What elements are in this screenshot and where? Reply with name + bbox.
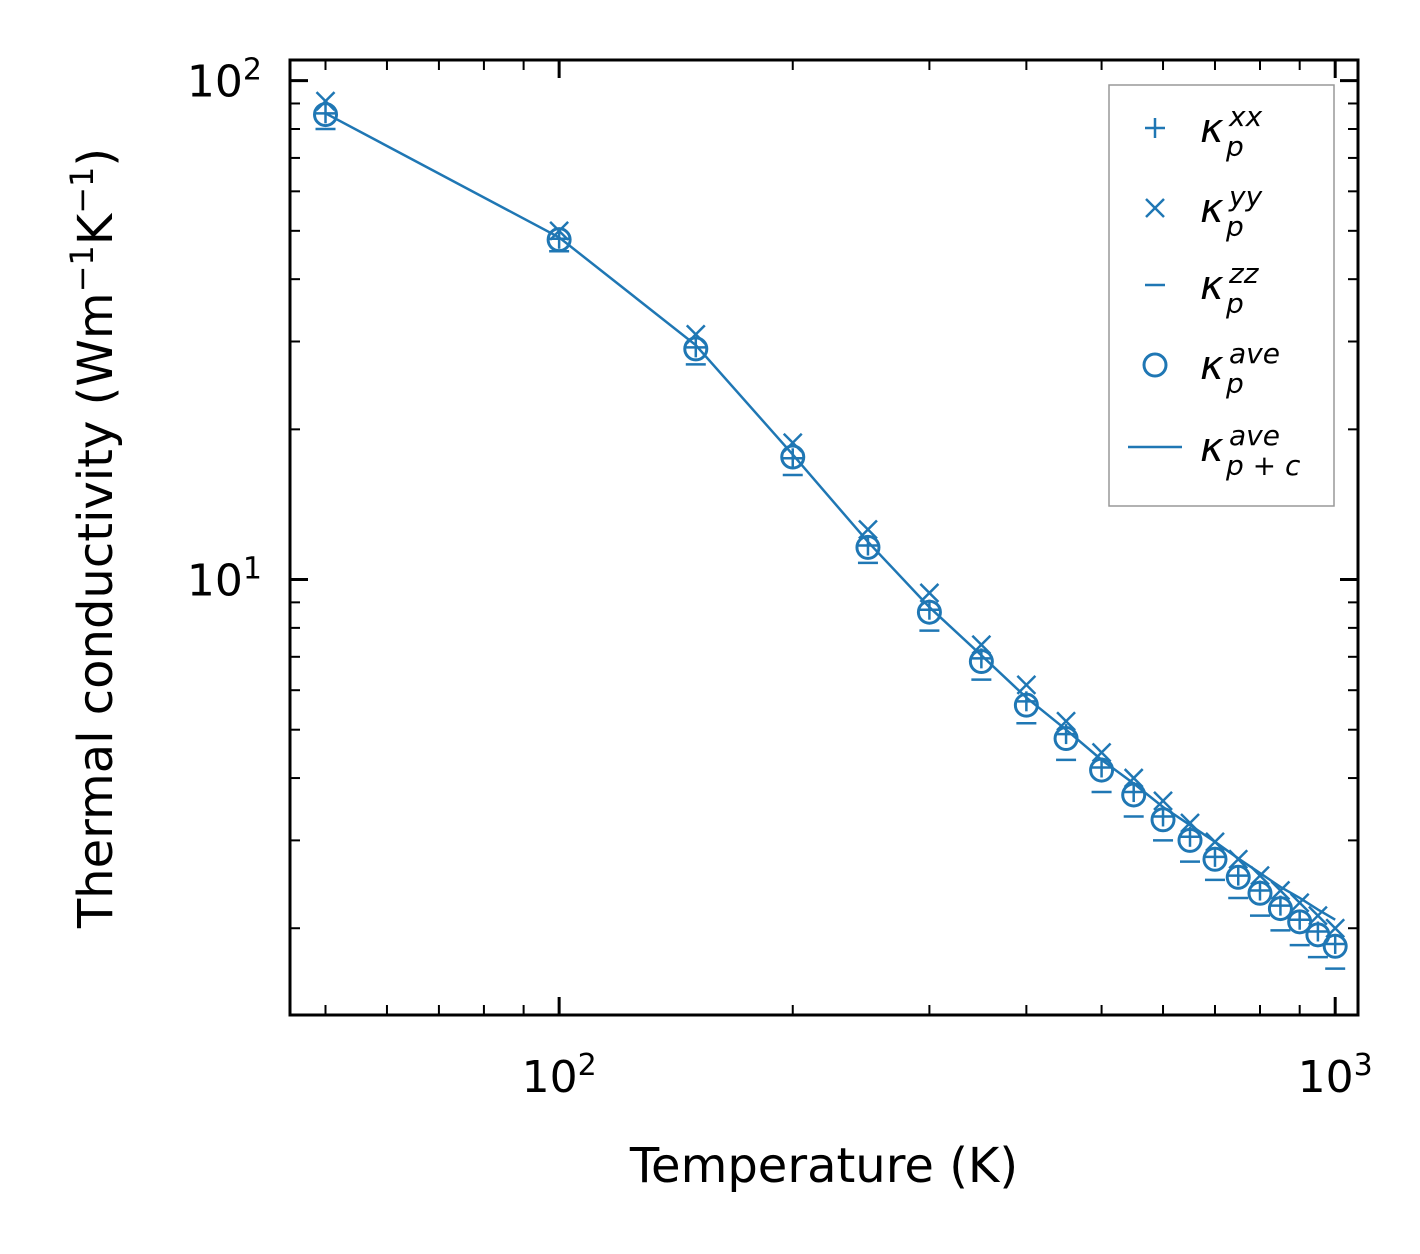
x-tick-label-exponent: 3 <box>1354 1048 1373 1083</box>
data-point-ave <box>1287 909 1313 935</box>
data-point-ave <box>1202 846 1228 872</box>
legend-label-base: κ <box>1200 343 1224 389</box>
data-point-xx <box>919 599 940 620</box>
legend-marker-ave <box>1142 352 1168 378</box>
data-point-yy-b <box>549 220 570 241</box>
series-ave_pc <box>324 112 1336 921</box>
data-point-xx <box>857 535 878 556</box>
legend-label-subscript: p <box>1225 210 1244 243</box>
legend-label-subscript: p + c <box>1225 449 1301 482</box>
legend-label-base: κ <box>1200 425 1224 471</box>
data-point-yy-b <box>1056 711 1076 732</box>
data-point-ave <box>1247 880 1273 906</box>
plot-frame <box>288 58 1360 1017</box>
y-axis-label-mid: K <box>68 212 124 245</box>
legend-item-zz: κ zzp <box>1145 257 1260 320</box>
y-tick-label-base: 10 <box>187 556 243 607</box>
data-point-xx <box>1228 865 1249 886</box>
legend-frame <box>1108 84 1335 507</box>
data-point-xx <box>1204 846 1225 867</box>
data-point-yy <box>919 583 940 603</box>
data-point-ave <box>546 227 572 253</box>
legend-label-base: κ <box>1200 106 1224 152</box>
legend-label-base: κ <box>1200 186 1224 232</box>
y-tick-label-exponent: 2 <box>243 52 262 87</box>
data-point-ave <box>1305 922 1331 948</box>
data-point-ave <box>1267 896 1293 922</box>
y-axis-label-exp2: −1 <box>63 167 101 214</box>
data-point-yy <box>1270 880 1291 901</box>
legend-label-base: κ <box>1200 263 1224 309</box>
x-tick-label-base: 10 <box>522 1052 578 1103</box>
x-tick-label-exponent: 2 <box>578 1048 597 1083</box>
legend-label-subscript: p <box>1225 287 1244 320</box>
legend-label-subscript: p <box>1225 367 1244 400</box>
x-tick-label-base: 10 <box>1298 1052 1354 1103</box>
data-point-yy <box>1091 742 1112 763</box>
legend-label-superscript: zz <box>1228 257 1260 290</box>
data-point-yy-b <box>1250 865 1270 886</box>
data-point-xx <box>685 337 706 358</box>
data-point-ave <box>1225 864 1251 890</box>
data-point-yy-b <box>1153 790 1173 811</box>
legend-marker-yy <box>1145 198 1165 218</box>
data-point-ave <box>1322 933 1348 959</box>
data-point-ave <box>855 534 881 560</box>
legend-label-superscript: xx <box>1228 100 1263 133</box>
x-tick-label: 102 <box>522 1048 597 1104</box>
data-point-yy <box>549 220 570 241</box>
data-layer <box>313 91 1348 970</box>
data-point-yy-b <box>919 583 940 603</box>
series-line-ave_pc <box>324 112 1336 921</box>
y-axis-label-exp1: −1 <box>63 245 101 292</box>
legend-label-superscript: ave <box>1229 337 1280 370</box>
legend-label-superscript: yy <box>1228 180 1263 213</box>
y-tick-label: 102 <box>187 52 262 108</box>
data-point-xx <box>1289 909 1310 930</box>
data-point-xx <box>315 103 336 124</box>
data-point-xx <box>1325 933 1346 954</box>
legend-label-superscript: ave <box>1229 419 1280 452</box>
data-point-ave <box>1177 827 1203 853</box>
data-point-xx <box>1249 880 1270 901</box>
legend-label-subscript: p <box>1225 130 1244 163</box>
y-tick-label-base: 10 <box>187 57 243 108</box>
y-axis-label-end: ) <box>68 148 124 167</box>
legend-marker-xx <box>1145 118 1165 138</box>
series-zz <box>315 127 1346 970</box>
legend-item-xx: κ xxp <box>1145 100 1263 163</box>
data-point-ave <box>968 649 994 675</box>
data-point-yy-b <box>1289 892 1310 913</box>
y-tick-label: 101 <box>187 551 262 607</box>
data-point-ave <box>916 599 942 625</box>
x-tick-label: 103 <box>1298 1048 1373 1104</box>
x-axis-label: Temperature (K) <box>629 1138 1018 1194</box>
data-point-yy <box>1056 711 1076 732</box>
data-point-xx <box>782 448 803 469</box>
series-ave <box>313 102 1348 959</box>
data-point-ave <box>1150 807 1176 833</box>
y-axis-label: Thermal conductivity (Wm−1K−1) <box>63 148 124 929</box>
data-point-ave <box>780 444 806 470</box>
data-point-ave <box>683 336 709 362</box>
data-point-yy <box>1153 790 1173 811</box>
ticks-layer <box>290 60 1358 1015</box>
data-point-yy <box>1289 892 1310 913</box>
y-tick-label-exponent: 1 <box>243 551 262 586</box>
legend-marker-yy-b <box>1145 198 1165 218</box>
legend-item-yy: κ yyp <box>1145 180 1263 243</box>
y-axis-label-main: Thermal conductivity (Wm <box>68 292 124 929</box>
data-point-yy-b <box>1180 813 1200 833</box>
data-point-yy-b <box>1091 742 1112 763</box>
data-point-ave <box>313 102 339 128</box>
data-point-yy-b <box>1270 880 1291 901</box>
